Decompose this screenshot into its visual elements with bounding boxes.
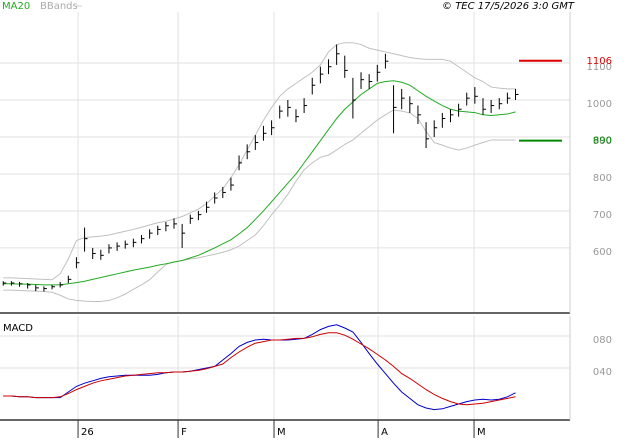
x-tick-label: 26 bbox=[81, 427, 94, 438]
level-label: 890 bbox=[593, 136, 612, 147]
x-tick-label: M bbox=[477, 427, 486, 438]
bband-upper bbox=[3, 42, 516, 281]
y-tick-label: 700 bbox=[593, 210, 612, 221]
y-tick-label: 600 bbox=[593, 247, 612, 258]
legend-bbands: BBands bbox=[40, 1, 78, 12]
x-tick-label: A bbox=[381, 427, 388, 438]
level-label: 1106 bbox=[587, 56, 612, 67]
macd-title: MACD bbox=[3, 323, 33, 334]
y-tick-label: 800 bbox=[593, 173, 612, 184]
macd-line bbox=[3, 324, 516, 411]
macd-line bbox=[3, 332, 516, 406]
y-tick-label: 1100 bbox=[587, 62, 612, 73]
y-tick-label: 1000 bbox=[587, 99, 612, 110]
copyright: © TEC 17/5/2026 3:0 GMT bbox=[442, 1, 575, 12]
x-tick-label: F bbox=[181, 427, 187, 438]
legend-ma: MA20 bbox=[2, 1, 30, 12]
y-tick-label: 040 bbox=[593, 367, 612, 378]
ma-line bbox=[3, 80, 516, 286]
bband-lower bbox=[3, 109, 516, 303]
y-tick-label: 080 bbox=[593, 335, 612, 346]
x-tick-label: M bbox=[277, 427, 286, 438]
y-tick-label: 900 bbox=[593, 136, 612, 147]
